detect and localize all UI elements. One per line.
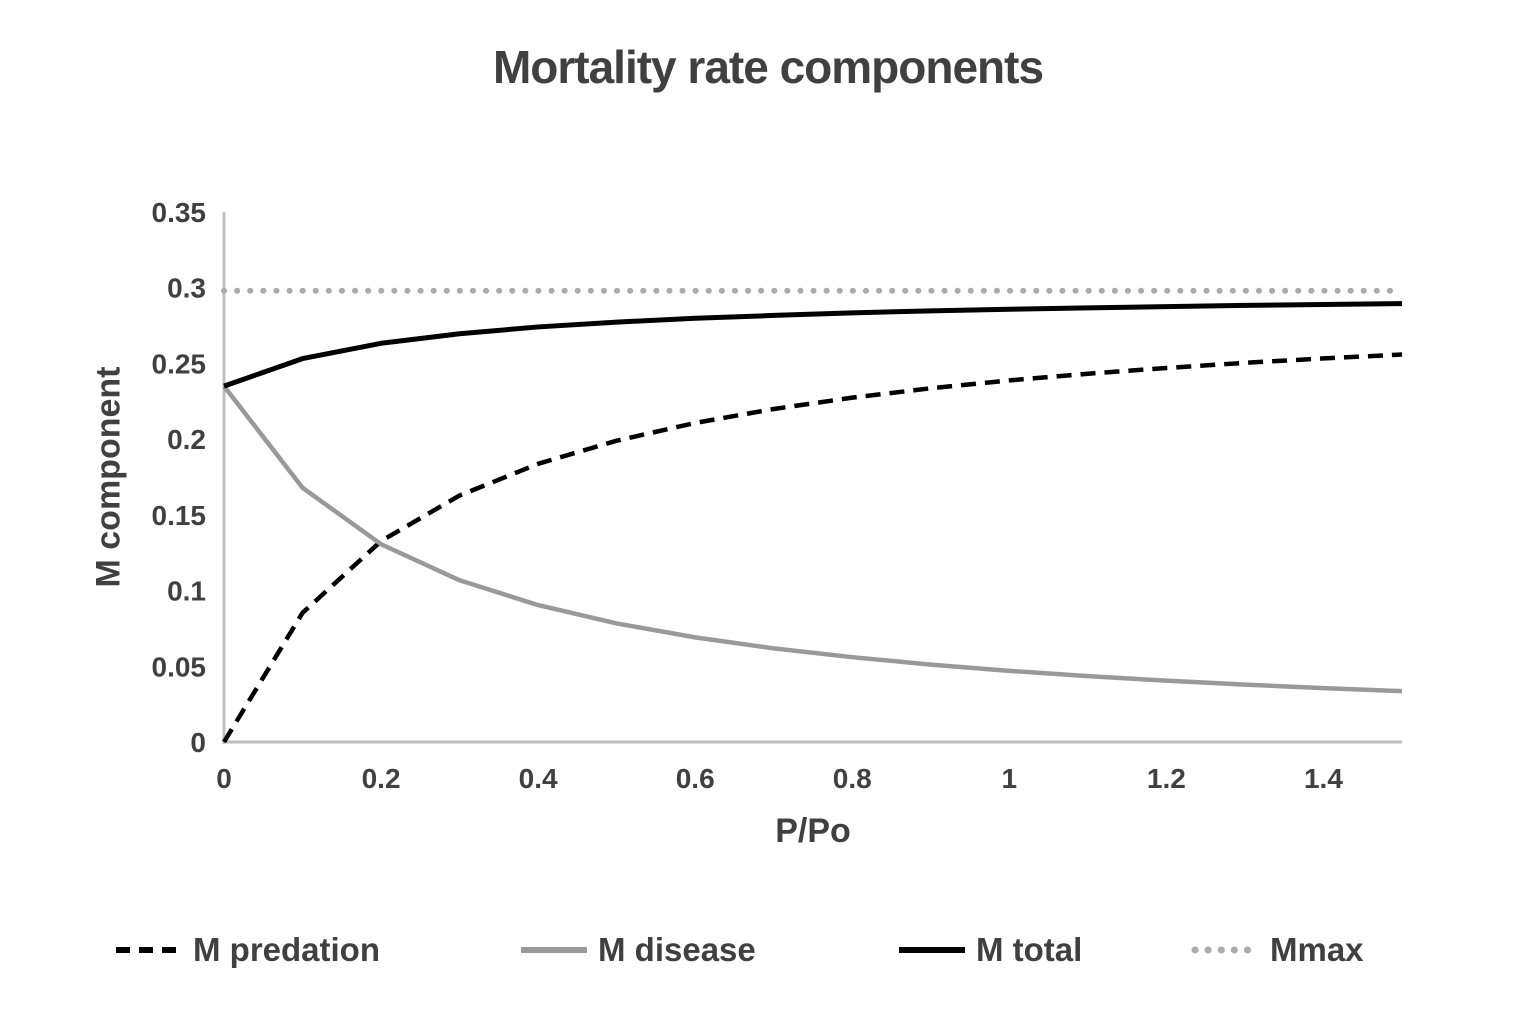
x-tick-label: 1.4 bbox=[1304, 763, 1343, 794]
x-tick-label: 1 bbox=[1002, 763, 1018, 794]
y-tick-label: 0.25 bbox=[152, 348, 207, 379]
legend-label-m-predation: M predation bbox=[193, 931, 380, 968]
y-tick-label: 0.15 bbox=[152, 500, 207, 531]
x-tick-label: 0.4 bbox=[519, 763, 558, 794]
legend: M predation M disease M total Mmax bbox=[0, 928, 1536, 972]
chart-title: Mortality rate components bbox=[492, 41, 1044, 93]
x-tick-label: 0.6 bbox=[676, 763, 715, 794]
x-tick-label: 1.2 bbox=[1147, 763, 1186, 794]
y-tick-label: 0.1 bbox=[167, 576, 206, 607]
x-tick-label: 0 bbox=[216, 763, 232, 794]
legend-label-mmax: Mmax bbox=[1270, 931, 1364, 968]
y-tick-label: 0 bbox=[190, 727, 206, 758]
y-tick-label: 0.2 bbox=[167, 424, 206, 455]
series-line-m-disease bbox=[222, 384, 1403, 694]
legend-label-m-total: M total bbox=[976, 931, 1083, 968]
y-tick-label: 0.35 bbox=[152, 197, 207, 228]
dotted-line-sample-icon bbox=[1191, 946, 1261, 954]
legend-item-mmax: Mmax bbox=[1190, 928, 1364, 972]
legend-item-m-total: M total bbox=[896, 928, 1082, 972]
dashed-line-sample-icon bbox=[116, 947, 182, 953]
legend-item-m-predation: M predation bbox=[113, 928, 380, 972]
x-tick-label: 0.8 bbox=[833, 763, 872, 794]
legend-label-m-disease: M disease bbox=[598, 931, 756, 968]
y-tick-label: 0.05 bbox=[152, 651, 207, 682]
legend-item-m-disease: M disease bbox=[518, 928, 756, 972]
x-tick-label: 0.2 bbox=[362, 763, 401, 794]
y-tick-label: 0.3 bbox=[167, 273, 206, 304]
gray-line-sample-icon bbox=[521, 947, 587, 953]
black-line-sample-icon bbox=[899, 947, 965, 953]
series-line-m-total bbox=[223, 301, 1403, 389]
series-line-m-predation bbox=[222, 352, 1403, 744]
x-axis-title: P/Po bbox=[775, 812, 851, 850]
